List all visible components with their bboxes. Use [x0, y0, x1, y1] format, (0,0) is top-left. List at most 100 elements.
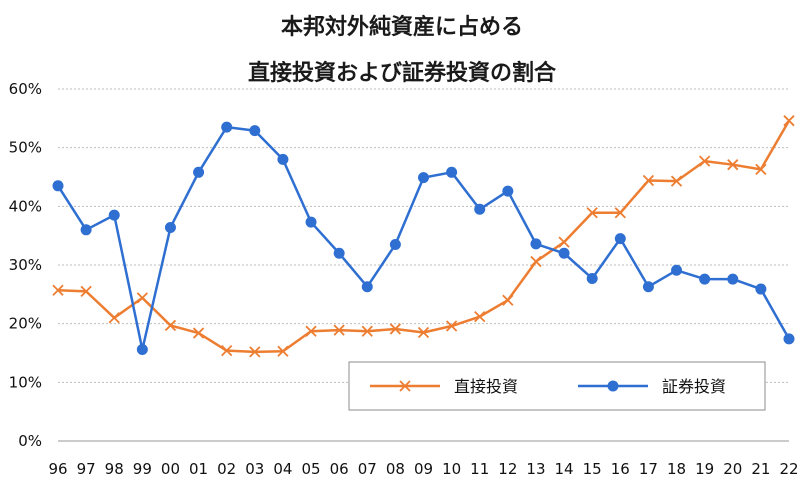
data-point	[249, 346, 261, 358]
data-point	[642, 281, 654, 293]
data-point	[361, 281, 373, 293]
x-tick-label: 22	[779, 460, 798, 478]
data-point	[52, 284, 64, 296]
y-tick-label: 20%	[9, 315, 42, 333]
data-point	[164, 221, 176, 233]
x-tick-label: 08	[386, 460, 405, 478]
data-point	[108, 312, 120, 324]
x-tick-label: 20	[723, 460, 742, 478]
data-point	[670, 175, 683, 187]
data-point	[446, 166, 458, 178]
legend-marker	[607, 380, 619, 392]
data-point	[530, 255, 542, 268]
data-point	[783, 333, 795, 345]
x-tick-label: 98	[105, 460, 124, 478]
x-tick-label: 15	[583, 460, 602, 478]
data-point	[333, 324, 345, 336]
data-point	[586, 207, 598, 219]
data-point	[249, 125, 261, 137]
series-1	[52, 115, 795, 358]
x-tick-label: 17	[639, 460, 658, 478]
data-point	[418, 172, 429, 184]
legend-label: 証券投資	[662, 377, 726, 396]
data-point	[80, 224, 92, 236]
chart-title-line-1: 本邦対外純資産に占める	[281, 14, 523, 40]
data-point	[361, 325, 373, 337]
x-tick-label: 21	[751, 460, 770, 478]
x-tick-label: 02	[217, 460, 236, 478]
x-tick-label: 13	[526, 460, 545, 478]
data-point	[474, 310, 486, 323]
data-point	[502, 294, 514, 306]
data-point	[530, 238, 542, 250]
y-tick-label: 60%	[9, 80, 42, 98]
x-tick-label: 00	[161, 460, 180, 478]
legend-marker	[399, 380, 411, 392]
x-tick-label: 19	[695, 460, 714, 478]
data-point	[699, 273, 711, 285]
data-point	[164, 319, 177, 332]
data-point	[502, 185, 514, 197]
data-point	[192, 327, 205, 339]
y-tick-label: 0%	[18, 432, 42, 450]
data-point	[474, 203, 486, 215]
data-point	[52, 180, 64, 192]
x-axis-ticks: 96 97 98 99 00 01 02 03 04 05 06 07 08 09 10 11 12 13 14 15…	[48, 460, 798, 478]
data-point	[614, 207, 626, 219]
y-tick-label: 10%	[9, 373, 42, 391]
chart-title-line-2: 直接投資および証券投資の割合	[248, 60, 557, 86]
data-point	[699, 155, 711, 167]
x-tick-label: 12	[498, 460, 517, 478]
x-tick-label: 96	[48, 460, 67, 478]
data-point	[445, 320, 458, 332]
x-tick-label: 18	[667, 460, 686, 478]
x-tick-label: 04	[273, 460, 292, 478]
y-tick-label: 40%	[9, 197, 42, 215]
data-point	[221, 121, 233, 133]
data-point	[727, 273, 739, 285]
series-2	[52, 121, 795, 355]
data-point	[305, 216, 317, 228]
y-tick-label: 30%	[9, 256, 42, 274]
data-point	[671, 264, 683, 276]
x-tick-label: 99	[133, 460, 152, 478]
data-point	[305, 325, 317, 337]
legend: 直接投資 証券投資	[348, 361, 766, 411]
data-point	[333, 247, 345, 259]
legend-item: 直接投資	[370, 377, 518, 396]
y-axis-ticks: 0% 10% 20% 30% 40% 50% 60%	[9, 80, 42, 450]
data-point	[193, 166, 205, 178]
data-point	[389, 323, 402, 335]
data-point	[755, 163, 767, 176]
x-tick-label: 05	[301, 460, 320, 478]
data-point	[277, 153, 289, 165]
data-point	[277, 345, 289, 357]
data-point	[727, 159, 739, 171]
data-point	[80, 285, 92, 298]
data-point	[783, 115, 795, 127]
x-tick-label: 14	[555, 460, 574, 478]
data-point	[558, 247, 570, 259]
data-point	[108, 209, 120, 221]
data-point	[558, 236, 570, 248]
y-tick-label: 50%	[9, 139, 42, 157]
legend-label: 直接投資	[454, 377, 518, 396]
data-point	[642, 174, 655, 187]
x-tick-label: 10	[442, 460, 461, 478]
data-point	[389, 238, 401, 250]
x-tick-label: 16	[611, 460, 630, 478]
data-point	[614, 233, 626, 245]
series-layer	[52, 115, 795, 358]
x-tick-label: 07	[358, 460, 377, 478]
data-point	[136, 343, 148, 355]
x-tick-label: 11	[470, 460, 489, 478]
x-tick-label: 03	[245, 460, 264, 478]
data-point	[755, 283, 767, 295]
data-point	[417, 326, 430, 339]
legend-item: 証券投資	[578, 377, 726, 396]
data-point	[221, 345, 233, 357]
x-tick-label: 06	[330, 460, 349, 478]
data-point	[136, 292, 148, 304]
x-tick-label: 97	[77, 460, 96, 478]
